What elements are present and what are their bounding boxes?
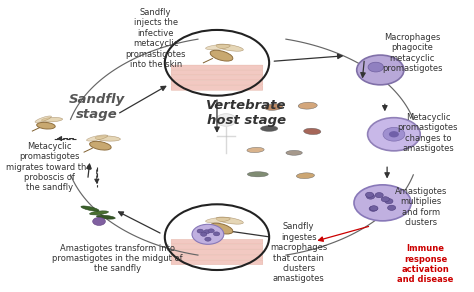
FancyBboxPatch shape — [171, 260, 263, 265]
FancyBboxPatch shape — [171, 65, 263, 70]
Ellipse shape — [298, 102, 317, 109]
Circle shape — [385, 199, 393, 204]
Ellipse shape — [264, 104, 283, 110]
Circle shape — [208, 229, 214, 233]
Circle shape — [213, 232, 220, 236]
Circle shape — [204, 230, 210, 234]
Text: Amastigotes
multiplies
and form
clusters: Amastigotes multiplies and form clusters — [395, 187, 447, 227]
Ellipse shape — [247, 147, 264, 153]
Ellipse shape — [90, 211, 109, 215]
Ellipse shape — [96, 215, 115, 219]
Circle shape — [370, 206, 378, 211]
FancyBboxPatch shape — [171, 86, 263, 90]
Ellipse shape — [206, 217, 230, 223]
FancyBboxPatch shape — [171, 250, 263, 254]
Text: Amastigotes transform into
promastigotes in the midgut of
the sandfly: Amastigotes transform into promastigotes… — [52, 244, 182, 274]
Circle shape — [216, 114, 236, 126]
Ellipse shape — [42, 117, 63, 122]
Circle shape — [93, 218, 105, 225]
Circle shape — [197, 229, 203, 233]
Ellipse shape — [304, 128, 321, 135]
FancyBboxPatch shape — [171, 239, 263, 244]
FancyBboxPatch shape — [171, 75, 263, 80]
Text: Immune
response
activation
and disease: Immune response activation and disease — [398, 244, 454, 284]
Ellipse shape — [210, 50, 233, 61]
Circle shape — [369, 206, 377, 211]
Ellipse shape — [35, 116, 52, 123]
Circle shape — [365, 192, 374, 197]
Ellipse shape — [286, 150, 302, 155]
Text: Macrophages
phagocite
metacyclic
promastigotes: Macrophages phagocite metacyclic promast… — [382, 33, 442, 73]
Circle shape — [381, 197, 390, 202]
Text: Vertebrate
host stage: Vertebrate host stage — [206, 99, 287, 127]
Circle shape — [354, 185, 411, 221]
Ellipse shape — [216, 44, 243, 51]
Ellipse shape — [36, 122, 55, 129]
Ellipse shape — [87, 135, 108, 141]
Ellipse shape — [206, 44, 230, 50]
Circle shape — [368, 118, 420, 151]
FancyBboxPatch shape — [171, 245, 263, 249]
Text: Sandfly
ingestes
macrophages
that contain
clusters
amastigotes: Sandfly ingestes macrophages that contai… — [270, 223, 327, 283]
Text: Sandfly
injects the
infective
metacyclic
promastigotes
into the skin: Sandfly injects the infective metacyclic… — [126, 8, 186, 69]
Circle shape — [389, 131, 399, 138]
Circle shape — [366, 194, 374, 199]
Circle shape — [375, 192, 383, 198]
Text: Metacyclic
promastigotes
changes to
amastigotes: Metacyclic promastigotes changes to amas… — [398, 113, 458, 153]
Ellipse shape — [247, 172, 268, 177]
Circle shape — [205, 237, 211, 241]
Ellipse shape — [81, 206, 99, 211]
Ellipse shape — [90, 141, 111, 150]
Ellipse shape — [296, 173, 314, 179]
Circle shape — [388, 205, 396, 210]
Ellipse shape — [216, 217, 243, 224]
Circle shape — [383, 127, 405, 141]
Text: Metacyclic
promastigotes
migrates toward the
proboscis of
the sandfly: Metacyclic promastigotes migrates toward… — [6, 142, 92, 192]
Ellipse shape — [95, 136, 120, 141]
Text: Sandfly
stage: Sandfly stage — [69, 93, 125, 121]
Circle shape — [357, 55, 404, 85]
FancyBboxPatch shape — [171, 70, 263, 75]
FancyBboxPatch shape — [171, 81, 263, 85]
Ellipse shape — [261, 126, 278, 131]
Circle shape — [192, 224, 224, 244]
FancyBboxPatch shape — [171, 255, 263, 260]
Circle shape — [368, 62, 383, 72]
Ellipse shape — [210, 223, 233, 234]
Circle shape — [201, 232, 207, 236]
